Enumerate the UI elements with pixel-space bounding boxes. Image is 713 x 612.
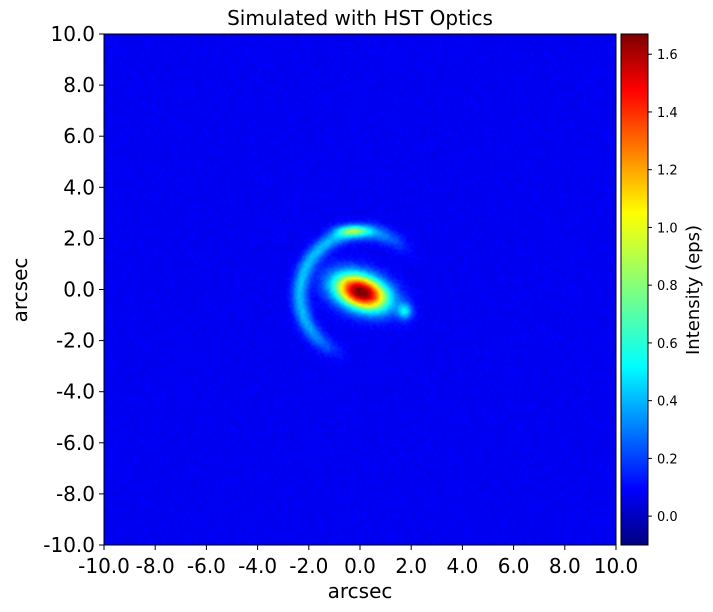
x-tick-label: -8.0 [136,554,175,578]
x-tick-label: -4.0 [238,554,277,578]
x-tick-label: 4.0 [446,554,478,578]
y-tick-label: -6.0 [56,431,95,455]
colorbar-tick-label: 0.6 [657,337,678,352]
x-tick-label: -2.0 [289,554,328,578]
y-tick-label: 4.0 [63,175,95,199]
colorbar-tick-label: 0.2 [657,452,678,467]
colorbar-tick-label: 0.0 [657,510,678,525]
y-tick-label: 10.0 [50,22,95,46]
colorbar-tick-label: 0.8 [657,279,678,294]
y-tick-label: -2.0 [56,329,95,353]
y-tick-label: -4.0 [56,380,95,404]
x-axis-label: arcsec [328,579,393,603]
y-tick-label: 2.0 [63,226,95,250]
colorbar-tick-label: 1.4 [657,106,678,121]
y-axis-label: arcsec [8,258,32,323]
colorbar-tick-label: 1.0 [657,221,678,236]
y-tick-label: 8.0 [63,73,95,97]
x-tick-label: 10.0 [594,554,639,578]
x-axis-ticks: -10.0 -8.0 -6.0 -4.0 -2.0 0.0 2.0 4.0 6.0 8.0 10.0 [78,545,638,578]
y-axis-ticks: 10.0 8.0 6.0 4.0 2.0 0.0 -2.0 -4.0 -6.0 -8.0 -10.0 [43,22,104,557]
heatmap-image [104,34,616,545]
colorbar-tick-label: 1.2 [657,164,678,179]
x-tick-label: 8.0 [549,554,581,578]
chart-title: Simulated with HST Optics [227,6,493,30]
colorbar-tick-label: 0.4 [657,395,678,410]
y-tick-label: -10.0 [43,533,95,557]
colorbar-label: Intensity (eps) [683,225,704,355]
colorbar-ticks: 0.0 0.2 0.4 0.6 0.8 1.0 1.2 1.4 1.6 [648,48,678,525]
y-tick-label: 0.0 [63,278,95,302]
x-tick-label: -6.0 [187,554,226,578]
x-tick-label: 6.0 [498,554,530,578]
x-tick-label: -10.0 [78,554,130,578]
plot-area [104,34,616,545]
y-tick-label: 6.0 [63,124,95,148]
x-tick-label: 0.0 [344,554,376,578]
x-tick-label: 2.0 [395,554,427,578]
colorbar-tick-label: 1.6 [657,48,678,63]
colorbar [620,33,649,546]
y-tick-label: -8.0 [56,482,95,506]
